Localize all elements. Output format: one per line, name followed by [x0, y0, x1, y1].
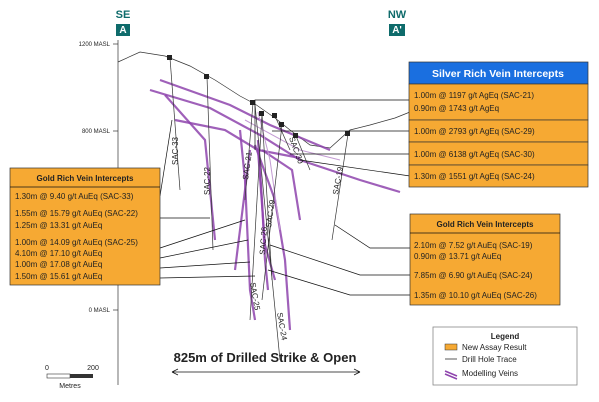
- strike-label: 825m of Drilled Strike & Open: [174, 350, 357, 365]
- legend-item: Drill Hole Trace: [462, 355, 517, 364]
- silver-box: Silver Rich Vein Intercepts 1.00m @ 1197…: [408, 61, 589, 188]
- legend: Legend New Assay Result Drill Hole Trace…: [432, 326, 578, 386]
- gold-row: 1.00m @ 14.09 g/t AuEq (SAC-25): [15, 238, 138, 247]
- scale-label: 200: [87, 365, 99, 372]
- gold-right-box: Gold Rich Vein Intercepts 2.10m @ 7.52 g…: [409, 213, 561, 306]
- hole-label: SAC-22: [203, 166, 212, 195]
- gold-row: 2.10m @ 7.52 g/t AuEq (SAC-19): [414, 241, 533, 250]
- marker-box: [116, 24, 130, 36]
- gold-row: 1.35m @ 10.10 g/t AuEq (SAC-26): [414, 291, 537, 300]
- hole-label: SAC-24: [275, 312, 289, 342]
- gold-row: 1.50m @ 15.61 g/t AuEq: [15, 272, 102, 281]
- scale-unit: Metres: [59, 383, 81, 390]
- hole-label: SAC-29: [264, 199, 277, 229]
- marker-box: [389, 24, 405, 36]
- silver-row: 0.90m @ 1743 g/t AgEq: [414, 104, 499, 113]
- elevation: 0 MASL: [89, 308, 111, 314]
- gold-left-box: Gold Rich Vein Intercepts 1.30m @ 9.40 g…: [9, 167, 161, 286]
- elevation: 1200 MASL: [79, 42, 111, 48]
- se-label: SE: [116, 9, 131, 21]
- gold-row: 7.85m @ 6.90 g/t AuEq (SAC-24): [414, 271, 533, 280]
- silver-row: 1.00m @ 6138 g/t AgEq (SAC-30): [414, 150, 535, 159]
- silver-row: 1.00m @ 1197 g/t AgEq (SAC-21): [414, 91, 534, 100]
- marker-a: A: [119, 25, 126, 36]
- hole-label: SAC-33: [171, 136, 180, 165]
- gold-row: 4.10m @ 17.10 g/t AuEq: [15, 249, 102, 258]
- strike-arrow: [171, 368, 361, 376]
- silver-row: 1.00m @ 2793 g/t AgEq (SAC-29): [414, 127, 535, 136]
- legend-item: Modelling Veins: [462, 369, 518, 378]
- drill-holes: [167, 55, 350, 361]
- hole-labels: SAC-33 SAC-22 SAC-21 SAC-29 SAC-30 SAC-2…: [171, 136, 345, 342]
- silver-row: 1.30m @ 1551 g/t AgEq (SAC-24): [414, 172, 535, 181]
- hole-label: SAC-26: [258, 226, 269, 255]
- scale-label: 0: [45, 365, 49, 372]
- elevation: 800 MASL: [82, 129, 111, 135]
- scale-bar: 0 200 Metres: [45, 365, 99, 390]
- hole-label: SAC-21: [241, 151, 254, 181]
- nw-label: NW: [388, 9, 407, 21]
- leaders: [159, 99, 411, 296]
- gold-row: 0.90m @ 13.71 g/t AuEq: [414, 252, 501, 261]
- gold-row: 1.00m @ 17.08 g/t AuEq: [15, 260, 102, 269]
- legend-item: New Assay Result: [462, 343, 527, 352]
- marker-a-prime: A': [392, 25, 402, 36]
- legend-title: Legend: [491, 332, 520, 341]
- gold-row: 1.55m @ 15.79 g/t AuEq (SAC-22): [15, 209, 138, 218]
- gold-row: 1.30m @ 9.40 g/t AuEq (SAC-33): [15, 192, 134, 201]
- gold-title: Gold Rich Vein Intercepts: [437, 220, 534, 229]
- gold-row: 1.25m @ 13.31 g/t AuEq: [15, 221, 102, 230]
- gold-title: Gold Rich Vein Intercepts: [37, 174, 134, 183]
- silver-title: Silver Rich Vein Intercepts: [432, 68, 564, 80]
